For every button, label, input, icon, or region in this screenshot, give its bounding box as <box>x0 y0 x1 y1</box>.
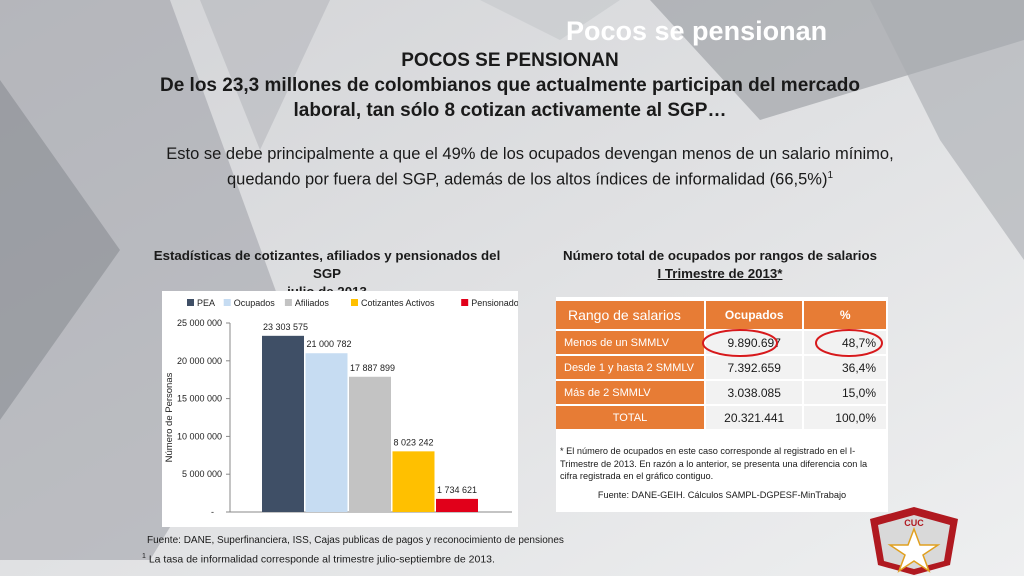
bar-chart: PEA Ocupados Afiliados Cotizantes Activos Pe… <box>162 291 518 527</box>
bar-value-label: 23 303 575 <box>263 322 308 332</box>
table-header-row: Rango de salarios Ocupados % <box>556 301 888 330</box>
y-tick-label: 5 000 000 <box>182 469 222 479</box>
chart-title-line1: Estadísticas de cotizantes, afiliados y … <box>153 248 501 281</box>
description-footnote-mark: 1 <box>827 170 834 181</box>
slide-subtitle: De los 23,3 millones de colombianos que … <box>159 75 861 121</box>
salary-table-panel: Rango de salarios Ocupados % Menos de un… <box>556 297 888 512</box>
legend-label: PEA <box>197 298 215 308</box>
bar-value-label: 8 023 242 <box>394 437 434 447</box>
row-percent: 15,0% <box>803 379 888 405</box>
bar <box>262 335 304 512</box>
row-ocupados: 20.321.441 <box>705 404 805 429</box>
table-title-line1: Número total de ocupados por rangos de s… <box>562 248 878 263</box>
row-percent: 100,0% <box>803 404 888 429</box>
bar <box>305 353 348 512</box>
y-tick-label: 20 000 000 <box>177 356 222 366</box>
y-axis-label: Número de Personas <box>164 372 175 462</box>
bar-value-label: 17 887 899 <box>350 363 395 373</box>
row-ocupados: 7.392.659 <box>705 354 805 380</box>
table-row-total: TOTAL 20.321.441 100,0% <box>556 404 888 429</box>
y-tick-label: 15 000 000 <box>177 394 222 404</box>
legend-label: Pensionados <box>471 298 518 308</box>
logo-text: CUC <box>904 518 924 528</box>
legend-label: Cotizantes Activos <box>361 298 435 308</box>
legend-swatch <box>461 299 469 306</box>
bar <box>349 376 391 512</box>
footnote-text: La tasa de informalidad corresponde al t… <box>148 553 495 566</box>
bar-chart-svg: PEA Ocupados Afiliados Cotizantes Activos Pe… <box>164 298 518 517</box>
footnote-mark: 1 <box>142 553 146 560</box>
table-title-line2: I Trimestre de 2013* <box>657 266 783 281</box>
slide-heading: POCOS SE PENSIONAN <box>401 50 619 71</box>
header-range: Rango de salarios <box>556 301 706 330</box>
row-ocupados: 3.038.085 <box>705 379 805 405</box>
cuc-logo: CUC <box>870 507 958 575</box>
row-label: Menos de un SMMLV <box>556 329 706 355</box>
legend-label: Afiliados <box>295 298 330 308</box>
bar-value-label: 1 734 621 <box>437 485 477 495</box>
footnote: 1 La tasa de informalidad corresponde al… <box>142 553 542 566</box>
table-title: Número total de ocupados por rangos de s… <box>555 247 885 283</box>
row-percent: 36,4% <box>803 354 888 380</box>
table-note: * El número de ocupados en este caso cor… <box>560 446 868 481</box>
bar-value-label: 21 000 782 <box>307 339 352 349</box>
y-tick-label: 25 000 000 <box>177 318 222 328</box>
row-label: TOTAL <box>556 404 706 429</box>
slide-description: Esto se debe principalmente a que el 49%… <box>150 143 910 191</box>
row-ocupados: 9.890.697 <box>705 329 805 355</box>
header-ocupados: Ocupados <box>705 301 805 330</box>
table-source: Fuente: DANE-GEIH. Cálculos SAMPL-DGPESF… <box>597 490 847 500</box>
table-row: Más de 2 SMMLV 3.038.085 15,0% <box>556 379 888 405</box>
table-row: Desde 1 y hasta 2 SMMLV 7.392.659 36,4% <box>556 354 888 380</box>
bar <box>392 451 435 512</box>
legend-swatch <box>187 299 194 306</box>
table-row: Menos de un SMMLV 9.890.697 48,7% <box>556 329 888 355</box>
legend-swatch <box>351 299 358 306</box>
y-tick-label: - <box>211 507 214 517</box>
row-label: Más de 2 SMMLV <box>556 379 706 405</box>
legend-swatch <box>284 299 292 306</box>
row-percent: 48,7% <box>803 329 888 355</box>
chart-source: Fuente: DANE, Superfinanciera, ISS, Caja… <box>147 535 564 546</box>
legend-swatch <box>223 299 231 306</box>
slide-header-title: Pocos se pensionan <box>566 16 828 46</box>
y-tick-label: 10 000 000 <box>177 431 222 441</box>
legend-label: Ocupados <box>234 298 276 308</box>
header-percent: % <box>803 301 888 330</box>
salary-table: Rango de salarios Ocupados % Menos de un… <box>556 301 888 429</box>
row-label: Desde 1 y hasta 2 SMMLV <box>556 354 706 380</box>
description-text: Esto se debe principalmente a que el 49%… <box>166 145 894 189</box>
bar <box>436 498 478 512</box>
